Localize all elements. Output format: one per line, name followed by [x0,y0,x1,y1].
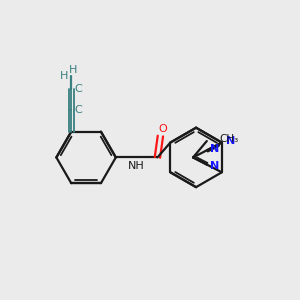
Text: C: C [74,84,82,94]
Text: H: H [68,64,77,74]
Text: N: N [210,161,220,171]
Text: NH: NH [128,161,145,171]
Text: N: N [226,136,235,146]
Text: C: C [74,105,82,115]
Text: CH₃: CH₃ [219,134,238,144]
Text: N: N [210,144,220,154]
Text: O: O [158,124,167,134]
Text: H: H [60,71,68,81]
